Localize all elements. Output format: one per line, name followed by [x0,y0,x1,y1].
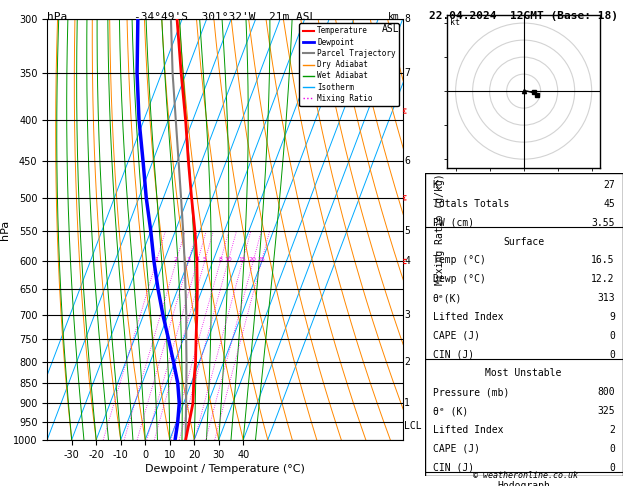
Text: CAPE (J): CAPE (J) [433,444,479,454]
Text: 4: 4 [404,257,410,266]
Text: 5: 5 [404,226,410,236]
Text: Mixing Ratio (g/kg): Mixing Ratio (g/kg) [435,174,445,285]
Text: 16.5: 16.5 [591,256,615,265]
Text: Hodograph: Hodograph [497,482,550,486]
Text: 15: 15 [238,257,246,262]
Text: 2: 2 [404,357,410,367]
Text: 8: 8 [218,257,222,262]
Text: 1: 1 [154,257,158,262]
Text: 22.04.2024  12GMT (Base: 18): 22.04.2024 12GMT (Base: 18) [429,11,618,21]
Text: 6: 6 [404,156,410,166]
Text: 20: 20 [249,257,257,262]
Text: © weatheronline.co.uk: © weatheronline.co.uk [473,471,577,480]
Y-axis label: hPa: hPa [0,220,10,240]
X-axis label: Dewpoint / Temperature (°C): Dewpoint / Temperature (°C) [145,464,305,474]
Text: K: K [433,180,438,190]
Text: 2: 2 [174,257,178,262]
Text: 25: 25 [257,257,265,262]
Text: 0: 0 [609,349,615,360]
Text: Lifted Index: Lifted Index [433,425,503,435]
Text: 800: 800 [597,387,615,397]
Text: 313: 313 [597,293,615,303]
Text: CIN (J): CIN (J) [433,463,474,472]
Text: 0: 0 [609,331,615,341]
Text: 12.2: 12.2 [591,274,615,284]
Text: Temp (°C): Temp (°C) [433,256,486,265]
Text: Surface: Surface [503,237,544,246]
Text: θᵉ (K): θᵉ (K) [433,406,468,416]
Legend: Temperature, Dewpoint, Parcel Trajectory, Dry Adiabat, Wet Adiabat, Isotherm, Mi: Temperature, Dewpoint, Parcel Trajectory… [299,23,399,106]
Text: 27: 27 [603,180,615,190]
Text: kt: kt [450,17,460,27]
Text: 3: 3 [186,257,190,262]
Text: PW (cm): PW (cm) [433,218,474,228]
Text: Totals Totals: Totals Totals [433,199,509,209]
Text: LCL: LCL [404,420,422,431]
Text: 7: 7 [404,68,410,78]
Text: 9: 9 [609,312,615,322]
Text: hPa: hPa [47,12,67,22]
Text: km
ASL: km ASL [382,12,399,34]
Text: Most Unstable: Most Unstable [486,368,562,379]
Text: CIN (J): CIN (J) [433,349,474,360]
Text: 8: 8 [404,15,410,24]
Text: 325: 325 [597,406,615,416]
Text: -34°49'S  301°32'W  21m ASL: -34°49'S 301°32'W 21m ASL [134,12,316,22]
Text: 3: 3 [404,310,410,320]
Text: 5: 5 [203,257,206,262]
Text: Lifted Index: Lifted Index [433,312,503,322]
Text: θᵉ(K): θᵉ(K) [433,293,462,303]
Text: 45: 45 [603,199,615,209]
Text: 0: 0 [609,444,615,454]
Text: 1: 1 [404,398,410,408]
Text: 4: 4 [195,257,199,262]
Text: 0: 0 [609,463,615,472]
Text: 2: 2 [609,425,615,435]
Text: 3.55: 3.55 [591,218,615,228]
Text: 10: 10 [224,257,231,262]
Text: CAPE (J): CAPE (J) [433,331,479,341]
Text: Pressure (mb): Pressure (mb) [433,387,509,397]
Text: Dewp (°C): Dewp (°C) [433,274,486,284]
